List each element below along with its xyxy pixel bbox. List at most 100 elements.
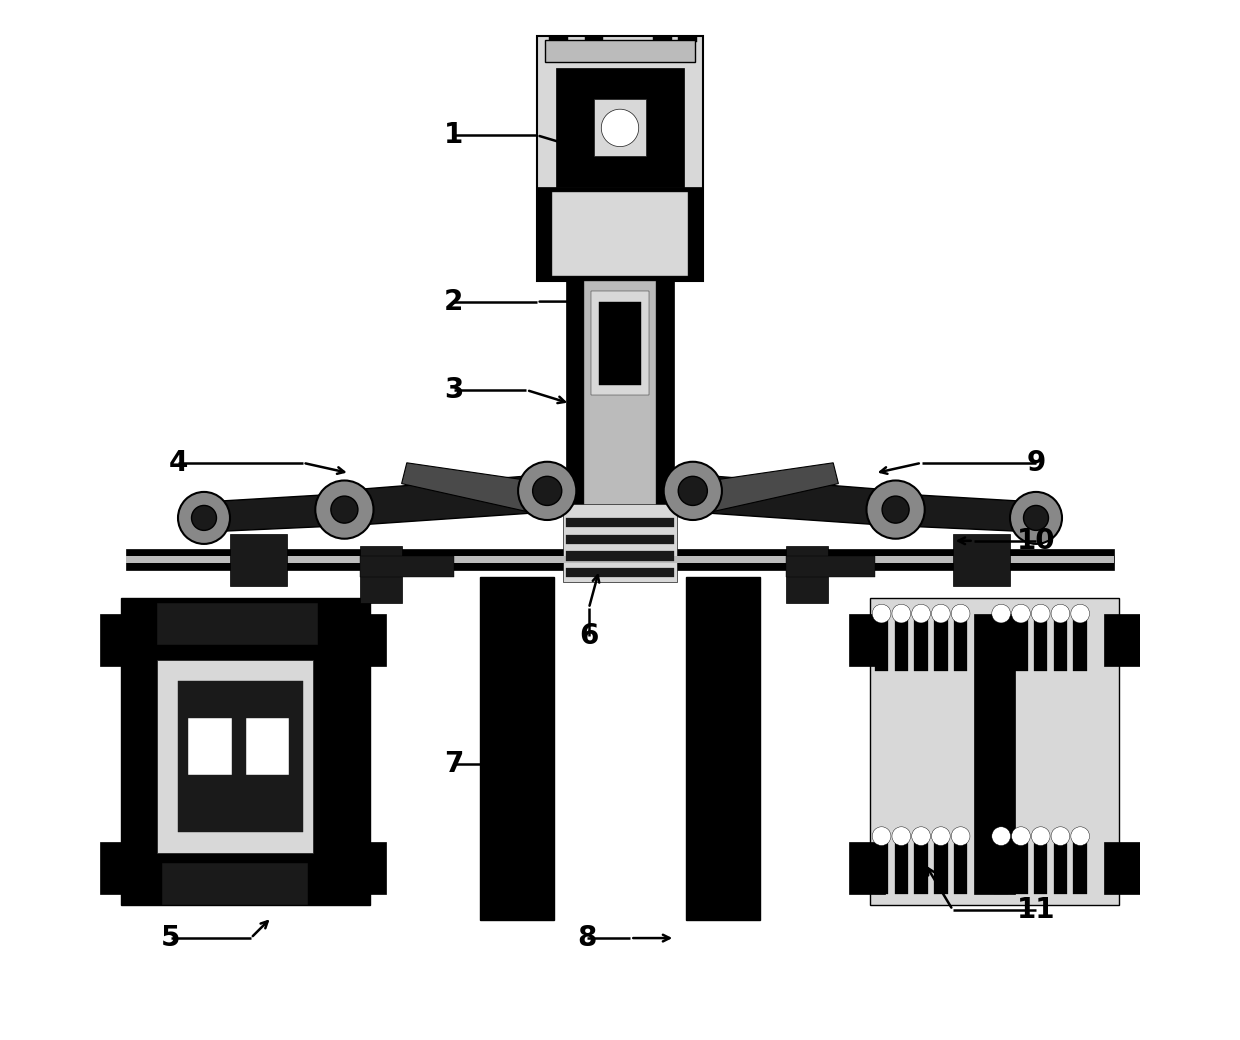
Circle shape: [892, 604, 910, 623]
Polygon shape: [688, 475, 900, 525]
Text: 3: 3: [444, 376, 464, 404]
Bar: [1054, 614, 1068, 671]
Text: 8: 8: [577, 925, 596, 952]
Bar: [849, 842, 885, 894]
Bar: [126, 549, 1114, 570]
Bar: [1014, 614, 1028, 671]
Bar: [994, 614, 1008, 671]
Polygon shape: [402, 463, 537, 514]
Bar: [179, 681, 303, 832]
Circle shape: [331, 496, 358, 523]
Bar: [350, 614, 386, 666]
Bar: [565, 518, 675, 527]
Circle shape: [1071, 604, 1090, 623]
Bar: [1074, 614, 1087, 671]
Text: 1: 1: [444, 122, 464, 149]
Circle shape: [1012, 827, 1030, 846]
Bar: [565, 551, 675, 561]
Bar: [584, 36, 604, 42]
Bar: [350, 842, 386, 894]
Circle shape: [179, 492, 229, 544]
Bar: [594, 99, 646, 156]
Bar: [537, 187, 703, 281]
Bar: [584, 281, 656, 520]
Circle shape: [1052, 604, 1070, 623]
Bar: [599, 302, 641, 385]
Bar: [552, 192, 688, 276]
Bar: [874, 614, 888, 671]
Bar: [246, 718, 289, 775]
Bar: [563, 504, 677, 582]
Bar: [480, 577, 554, 920]
Bar: [686, 577, 760, 920]
Bar: [549, 36, 568, 42]
Bar: [120, 598, 371, 905]
Circle shape: [992, 604, 1011, 623]
Bar: [786, 556, 874, 577]
Bar: [591, 291, 649, 395]
Bar: [1034, 614, 1048, 671]
Bar: [1104, 614, 1140, 666]
Text: 10: 10: [1017, 527, 1055, 554]
Circle shape: [882, 496, 909, 523]
Bar: [934, 614, 947, 671]
Text: 5: 5: [161, 925, 181, 952]
Text: 9: 9: [1027, 449, 1045, 476]
Circle shape: [892, 827, 910, 846]
Polygon shape: [703, 463, 838, 514]
Text: 6: 6: [579, 623, 599, 650]
Bar: [954, 614, 967, 671]
Bar: [1074, 837, 1087, 894]
Bar: [556, 68, 684, 187]
Bar: [994, 837, 1008, 894]
Bar: [914, 837, 928, 894]
Circle shape: [911, 604, 930, 623]
Circle shape: [1011, 492, 1061, 544]
Circle shape: [911, 827, 930, 846]
Bar: [565, 281, 589, 520]
Bar: [1034, 837, 1048, 894]
Circle shape: [872, 827, 890, 846]
Bar: [360, 546, 402, 603]
Bar: [952, 534, 1011, 586]
Bar: [100, 842, 136, 894]
Circle shape: [601, 109, 639, 147]
Circle shape: [533, 476, 562, 505]
Bar: [1014, 837, 1028, 894]
Bar: [188, 718, 232, 775]
Circle shape: [1032, 827, 1050, 846]
Circle shape: [1023, 505, 1049, 530]
Bar: [786, 546, 828, 603]
Bar: [157, 603, 319, 645]
Bar: [651, 281, 675, 520]
Circle shape: [951, 827, 970, 846]
Text: 2: 2: [444, 288, 464, 315]
Bar: [162, 863, 308, 905]
Bar: [157, 660, 314, 853]
Circle shape: [1032, 604, 1050, 623]
Bar: [914, 614, 928, 671]
Circle shape: [1012, 604, 1030, 623]
Bar: [537, 36, 703, 281]
Bar: [360, 556, 454, 577]
Bar: [1054, 837, 1068, 894]
Bar: [934, 837, 947, 894]
Bar: [849, 614, 885, 666]
Circle shape: [678, 476, 707, 505]
Circle shape: [951, 604, 970, 623]
Bar: [954, 837, 967, 894]
Circle shape: [518, 462, 577, 520]
Bar: [973, 614, 1016, 894]
Polygon shape: [340, 475, 552, 525]
Bar: [100, 614, 136, 666]
Bar: [126, 556, 1114, 563]
Text: 7: 7: [444, 751, 464, 778]
Circle shape: [931, 827, 950, 846]
Bar: [678, 36, 697, 42]
Circle shape: [931, 604, 950, 623]
Circle shape: [315, 480, 373, 539]
Bar: [565, 535, 675, 544]
Bar: [874, 837, 888, 894]
Bar: [894, 837, 908, 894]
Polygon shape: [198, 494, 355, 531]
